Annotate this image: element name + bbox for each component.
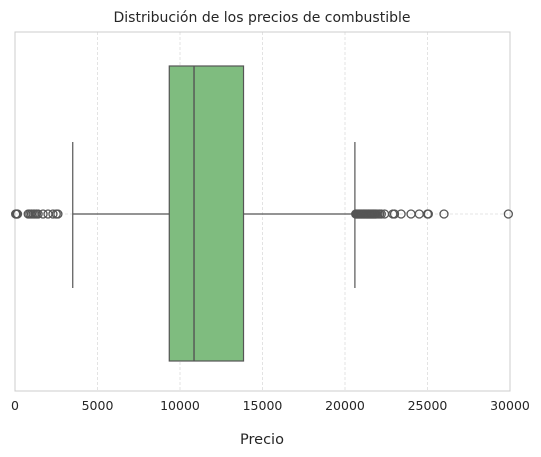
- x-tick-label: 5000: [82, 398, 114, 413]
- x-axis-label: Precio: [240, 432, 284, 448]
- x-tick-label: 20000: [325, 398, 365, 413]
- x-tick-labels: 0 5000 10000 15000 20000 25000 30000: [11, 398, 530, 413]
- x-tick-label: 10000: [160, 398, 200, 413]
- iqr-box: [169, 66, 243, 361]
- x-tick-label: 25000: [408, 398, 448, 413]
- x-tick-label: 30000: [490, 398, 530, 413]
- x-tick-label: 0: [11, 398, 19, 413]
- chart-title: Distribución de los precios de combustib…: [113, 10, 410, 26]
- x-tick-label: 15000: [243, 398, 283, 413]
